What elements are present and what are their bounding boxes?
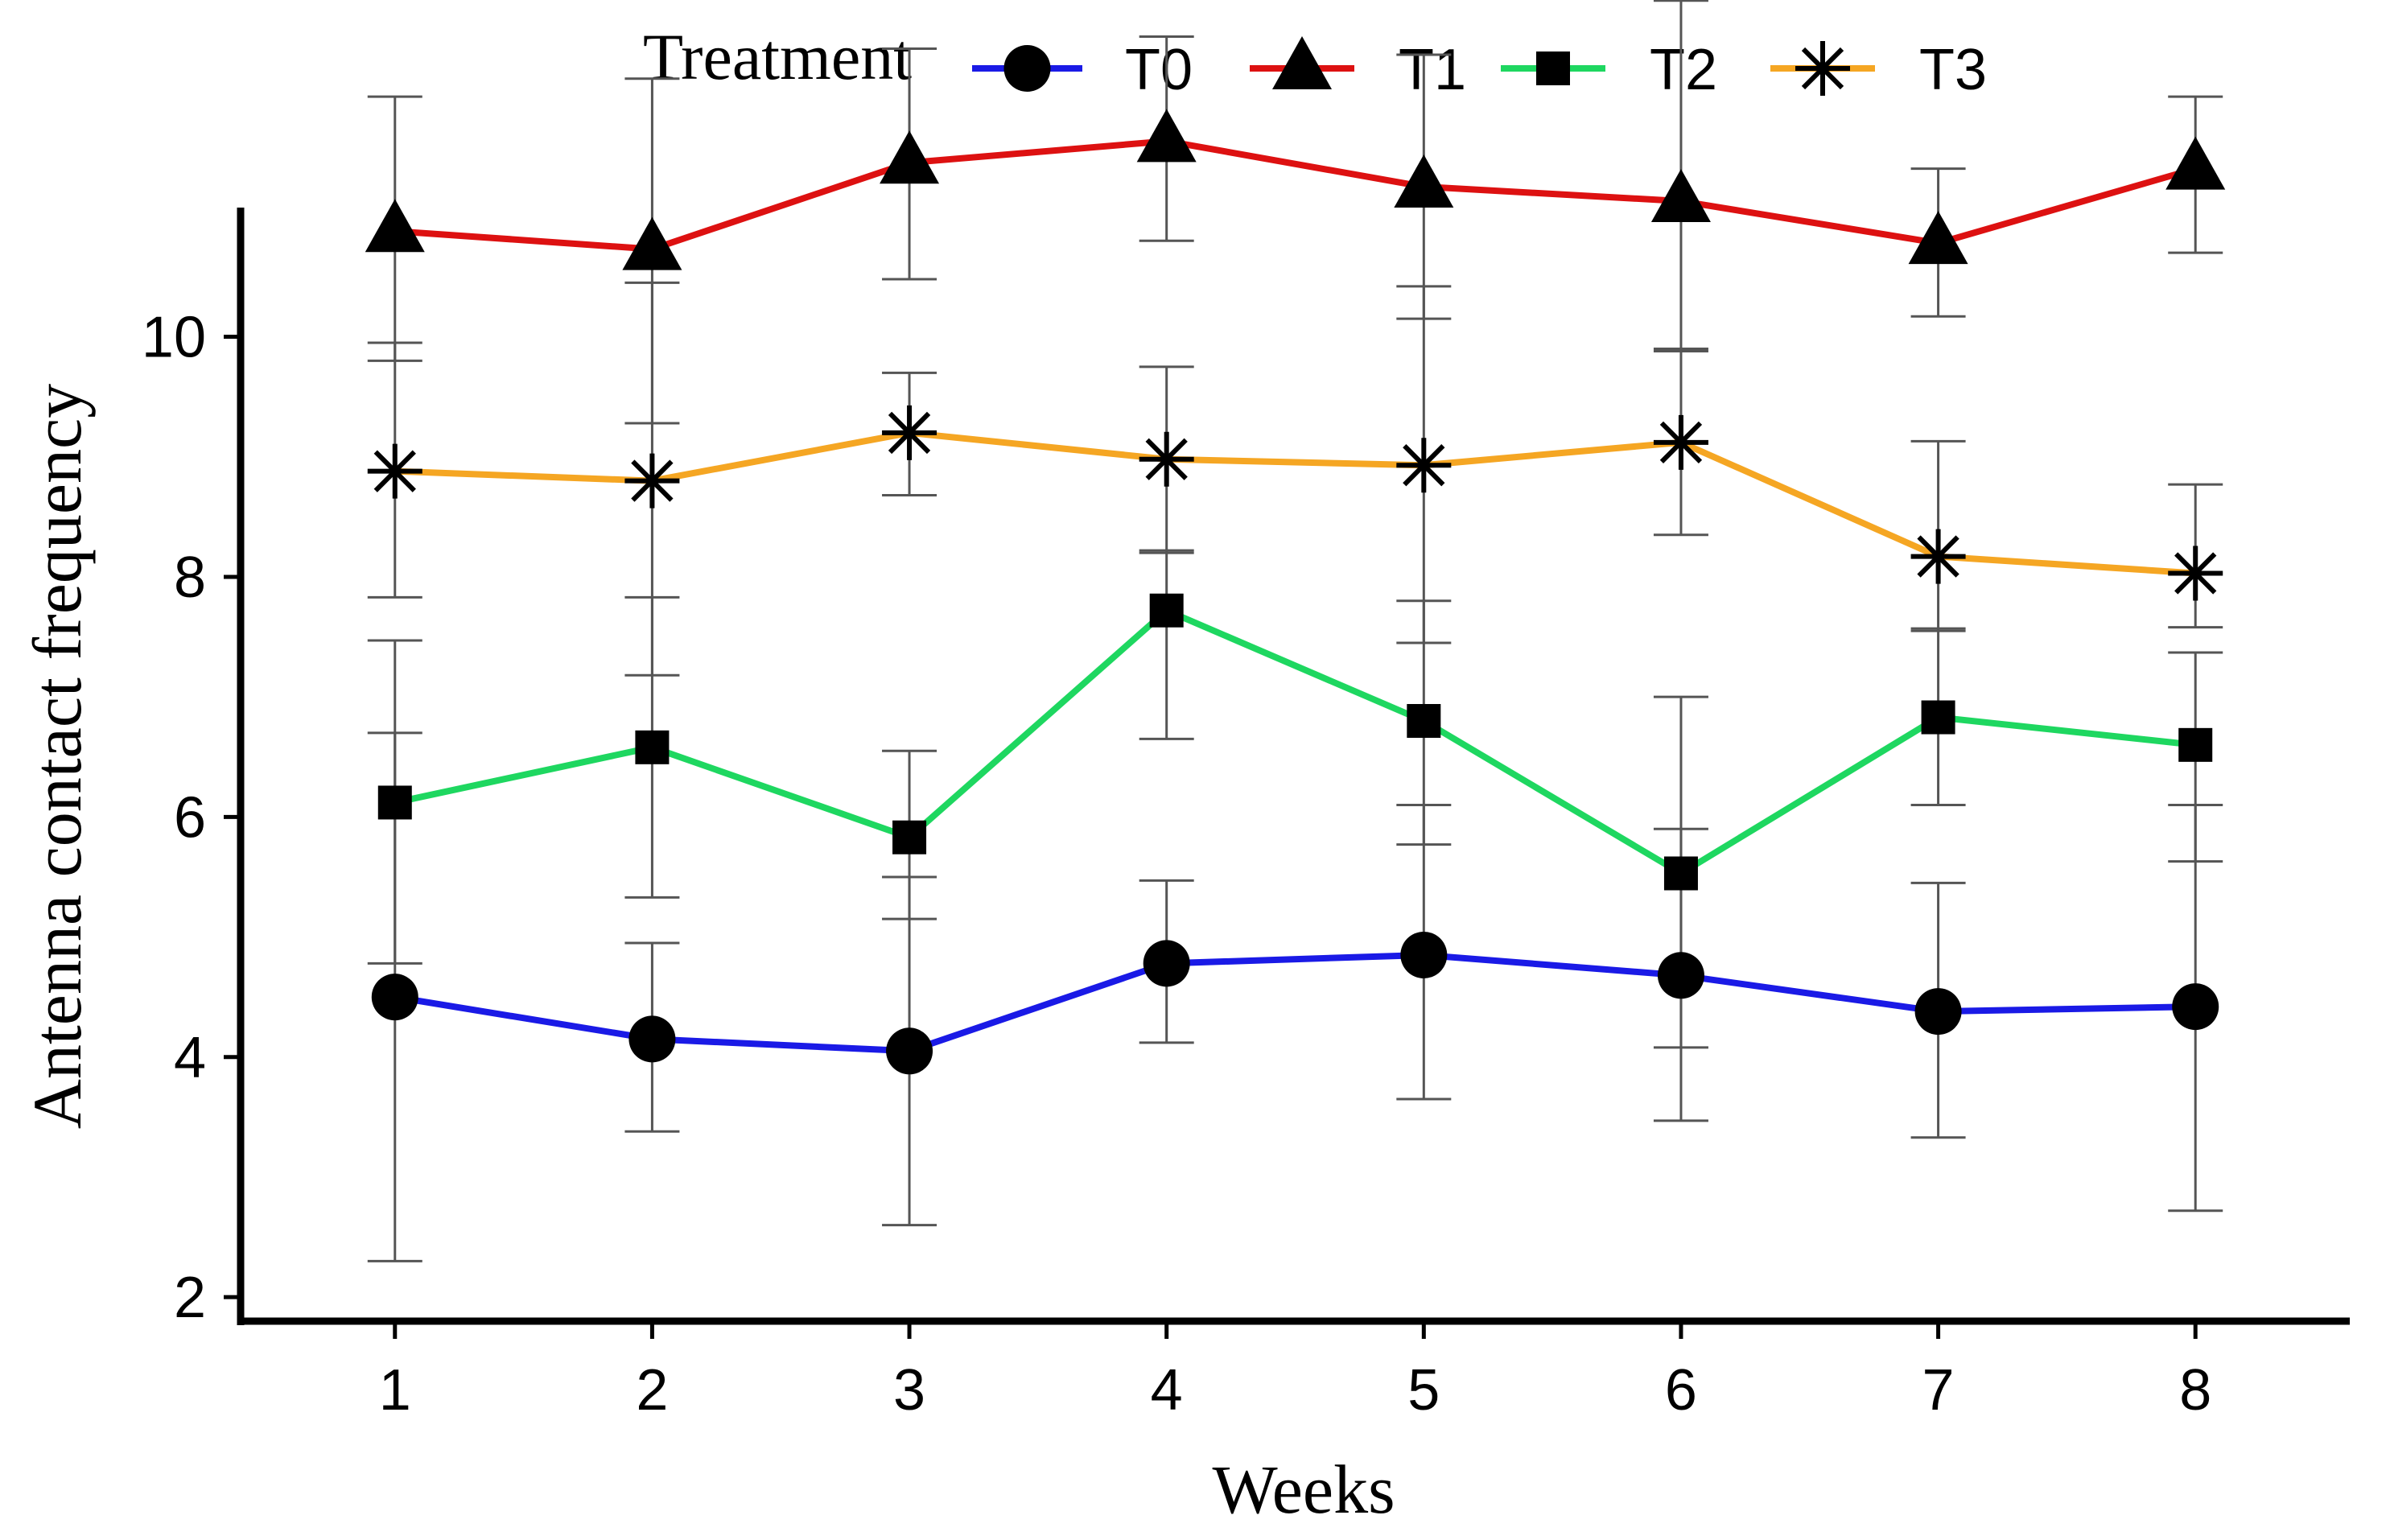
legend-entry-t3: T3: [1770, 38, 1987, 102]
marker-t2: [1663, 856, 1698, 891]
marker-t1: [880, 130, 940, 184]
series-line-t1: [394, 138, 2197, 253]
x-tick-label: 4: [1151, 1358, 1183, 1423]
series-line-t2: [394, 607, 2196, 877]
marker-t3: [882, 405, 937, 460]
y-tick-label: 2: [174, 1266, 206, 1330]
marker-t3: [1396, 438, 1452, 493]
legend-label-t1: T1: [1399, 38, 1466, 102]
x-tick-label: 7: [1922, 1358, 1955, 1423]
marker-t0: [2172, 983, 2219, 1031]
y-tick-label: 6: [174, 785, 206, 850]
marker-t2: [1407, 704, 1441, 738]
legend-entry-t1: T1: [1250, 36, 1466, 102]
x-tick-label: 6: [1665, 1358, 1697, 1423]
marker-t3: [1139, 431, 1194, 487]
marker-t2: [2178, 727, 2213, 762]
legend: Treatment T0 T1 T2 T3: [643, 20, 1987, 102]
marker-t2: [1921, 700, 1955, 735]
marker-t3: [1653, 414, 1708, 470]
legend-marker-t3: [1795, 41, 1850, 96]
error-bars: [367, 0, 2223, 1262]
y-ticks: 2 4 6 8 10: [142, 306, 241, 1330]
marker-t0: [1914, 988, 1962, 1036]
marker-t1: [365, 199, 425, 253]
marker-t1: [622, 216, 682, 270]
legend-marker-t1: [1272, 36, 1332, 89]
x-tick-label: 5: [1407, 1358, 1440, 1423]
x-tick-label: 1: [379, 1358, 411, 1423]
marker-t2: [892, 820, 927, 854]
axes: [237, 208, 2350, 1325]
x-tick-label: 3: [893, 1358, 925, 1423]
error-bar-t2: [1139, 549, 1194, 740]
marker-t1: [1394, 154, 1454, 208]
x-tick-label: 8: [2179, 1358, 2211, 1423]
marker-t0: [628, 1015, 676, 1063]
marker-t1: [2165, 136, 2226, 190]
series-line-t3: [394, 429, 2196, 577]
marker-t3: [367, 443, 422, 499]
x-axis-label: Weeks: [1212, 1451, 1395, 1528]
series-markers: [365, 109, 2226, 1075]
marker-t3: [2168, 546, 2223, 601]
legend-label-t2: T2: [1650, 38, 1717, 102]
legend-title: Treatment: [643, 20, 912, 93]
marker-t0: [1657, 952, 1704, 999]
y-tick-label: 10: [142, 306, 206, 370]
legend-marker-t0: [1003, 45, 1051, 92]
series-lines: [394, 138, 2197, 1055]
marker-t0: [371, 974, 418, 1021]
x-ticks: 1 2 3 4 5 6 7 8: [379, 1321, 2211, 1423]
marker-t3: [1910, 529, 1966, 584]
marker-t3: [624, 453, 680, 509]
y-tick-label: 4: [174, 1026, 206, 1090]
legend-marker-t2: [1536, 51, 1570, 85]
y-tick-label: 8: [174, 546, 206, 610]
marker-t0: [886, 1027, 933, 1075]
marker-t2: [1149, 593, 1184, 628]
marker-t1: [1650, 168, 1711, 222]
marker-t2: [377, 785, 412, 820]
legend-entry-t2: T2: [1501, 38, 1717, 102]
legend-label-t3: T3: [1919, 38, 1987, 102]
x-tick-label: 2: [636, 1358, 668, 1423]
marker-t2: [635, 730, 670, 764]
legend-label-t0: T0: [1125, 38, 1193, 102]
marker-t1: [1908, 211, 1968, 265]
marker-t0: [1143, 940, 1190, 987]
legend-entry-t0: T0: [972, 38, 1193, 102]
series-line-t0: [394, 951, 2196, 1055]
marker-t0: [1400, 931, 1448, 978]
y-axis-label: Antenna contact frequency: [19, 384, 96, 1129]
marker-t1: [1136, 109, 1197, 163]
